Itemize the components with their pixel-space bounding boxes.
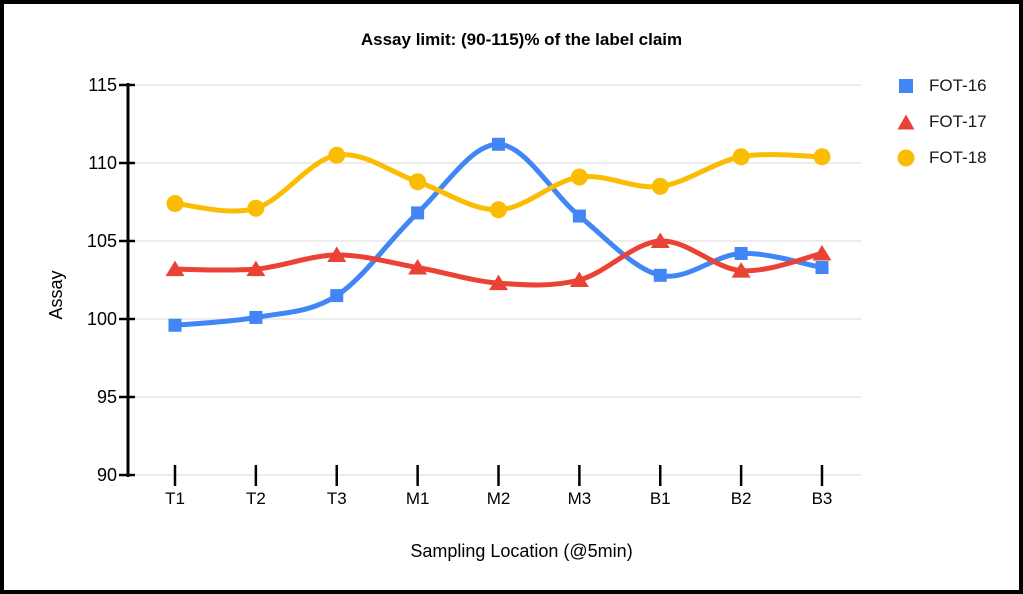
data-point-fot-16-M3 [572, 209, 586, 223]
circle-marker-icon [897, 149, 915, 166]
data-point-fot-17-B2 [731, 262, 751, 278]
data-point-fot-18-M1 [409, 173, 427, 191]
x-tick-label-T3: T3 [327, 489, 347, 508]
y-axis-title: Assay [46, 270, 66, 320]
x-tick-label-B2: B2 [731, 489, 752, 508]
data-point-fot-17-T1 [165, 260, 185, 277]
series-fot-18 [166, 146, 831, 219]
data-point-fot-18-B2 [732, 148, 750, 166]
legend-label-fot-16: FOT-16 [929, 75, 987, 95]
y-tick-label-90: 90 [97, 465, 117, 485]
data-point-fot-16-T3 [330, 289, 344, 303]
legend-label-fot-18: FOT-18 [929, 147, 987, 167]
data-point-fot-17-M3 [569, 271, 589, 287]
legend-item-fot-18: FOT-18 [896, 146, 987, 169]
data-point-fot-18-T2 [247, 199, 265, 217]
y-axis: 90 95 100 105 110 115 [87, 75, 135, 485]
data-point-fot-18-T1 [166, 195, 184, 213]
x-axis: T1 T2 T3 M1 M2 M3 B1 B2 B3 [165, 465, 832, 508]
y-tick-label-95: 95 [97, 387, 117, 407]
data-point-fot-17-T2 [246, 260, 266, 277]
x-tick-label-M3: M3 [568, 489, 592, 508]
y-tick-label-105: 105 [87, 231, 117, 251]
x-tick-label-B3: B3 [812, 489, 833, 508]
legend-label-fot-17: FOT-17 [929, 111, 987, 131]
x-tick-label-B1: B1 [650, 489, 671, 508]
y-tick-label-100: 100 [87, 309, 117, 329]
x-tick-label-T1: T1 [165, 489, 185, 508]
data-point-fot-18-B3 [813, 148, 831, 166]
data-point-fot-16-T2 [249, 310, 263, 324]
x-tick-label-M2: M2 [487, 489, 511, 508]
data-point-fot-16-B1 [653, 268, 667, 282]
series-fot-16 [168, 137, 829, 332]
data-point-fot-17-B3 [812, 244, 832, 261]
x-tick-label-T2: T2 [246, 489, 266, 508]
y-tick-label-110: 110 [88, 153, 117, 173]
data-point-fot-17-M2 [489, 274, 508, 291]
legend-item-fot-16: FOT-16 [896, 74, 987, 97]
data-point-fot-16-M2 [492, 137, 505, 151]
data-point-fot-16-B3 [815, 261, 829, 275]
x-axis-title: Sampling Location (@5min) [410, 541, 633, 561]
y-tick-label-115: 115 [88, 75, 117, 95]
data-point-fot-16-B2 [734, 246, 748, 260]
legend-item-fot-17: FOT-17 [896, 110, 987, 133]
data-point-fot-16-T1 [168, 318, 182, 332]
data-point-fot-16-M1 [411, 206, 425, 220]
square-marker-icon [899, 78, 913, 93]
line-chart-plot: 90 95 100 105 110 115 T1 T2 T3 M1 M2 M3 B1 B2 B3 [87, 75, 861, 508]
triangle-marker-icon [897, 114, 915, 129]
data-point-fot-17-M1 [408, 259, 428, 275]
data-point-fot-18-T3 [328, 146, 346, 164]
data-point-fot-18-M2 [490, 201, 507, 219]
x-tick-label-M1: M1 [406, 489, 430, 508]
series-line-fot-16 [172, 141, 825, 328]
legend: FOT-16 FOT-17 FOT-18 [896, 74, 987, 169]
chart-title: Assay limit: (90-115)% of the label clai… [360, 30, 683, 49]
data-point-fot-17-B1 [650, 232, 670, 248]
data-point-fot-18-M3 [570, 168, 588, 186]
data-point-fot-17-T3 [327, 246, 347, 263]
data-point-fot-18-B1 [651, 177, 669, 195]
series-fot-17 [165, 232, 832, 291]
